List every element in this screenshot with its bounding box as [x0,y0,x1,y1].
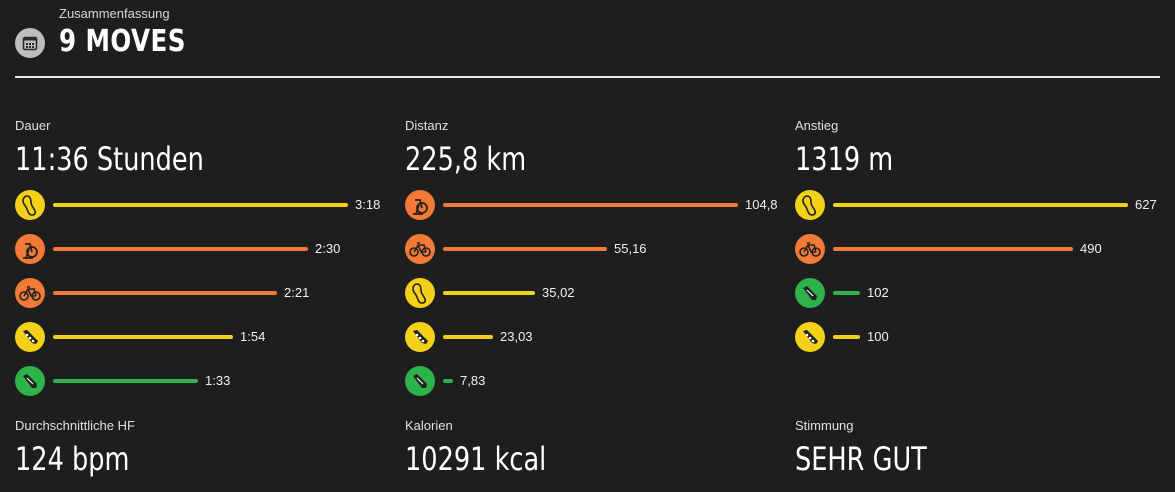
metric-value: 11:36 Stunden [15,140,204,178]
activity-bar [443,203,738,207]
activity-row: 2:21 [15,278,395,308]
walking-shoe-icon [795,190,825,220]
activity-value: 1:54 [240,329,266,344]
activity-bar [833,247,1073,251]
activity-value: 104,8 [745,197,778,212]
activity-value: 35,02 [542,285,575,300]
running-shoe-icon [405,366,435,396]
activity-value: 627 [1135,197,1157,212]
walking-shoe-icon [15,190,45,220]
metric-label: Distanz [405,118,449,133]
activity-bar [443,247,607,251]
indoor-cycling-icon [15,234,45,264]
header-divider [15,76,1160,78]
activity-row: 55,16 [405,234,785,264]
stat-label: Durchschnittliche HF [15,418,135,433]
stat-value: 10291 kcal [405,440,547,478]
activity-row: 627 [795,190,1175,220]
activity-row: 2:30 [15,234,395,264]
trail-running-shoe-icon [405,322,435,352]
activity-row: 490 [795,234,1175,264]
activity-value: 2:30 [315,241,341,256]
activity-value: 2:21 [284,285,310,300]
activity-bar [443,379,453,383]
activity-value: 100 [867,329,889,344]
activity-value: 3:18 [355,197,381,212]
activity-row: 35,02 [405,278,785,308]
activity-row: 23,03 [405,322,785,352]
activity-row: 7,83 [405,366,785,396]
stat-label: Stimmung [795,418,854,433]
activity-bar [833,291,860,295]
trail-running-shoe-icon [15,322,45,352]
activity-bar [443,291,535,295]
calendar-icon [15,28,45,58]
metric-value: 1319 m [795,140,894,178]
activity-bar [53,247,308,251]
bicycle-icon [795,234,825,264]
activity-value: 1:33 [205,373,231,388]
summary-title: 9 MOVES [59,24,186,59]
indoor-cycling-icon [405,190,435,220]
activity-bar [53,335,233,339]
stat-label: Kalorien [405,418,453,433]
running-shoe-icon [795,278,825,308]
walking-shoe-icon [405,278,435,308]
activity-row: 1:54 [15,322,395,352]
trail-running-shoe-icon [795,322,825,352]
activity-value: 102 [867,285,889,300]
activity-bar [833,335,860,339]
activity-value: 490 [1080,241,1102,256]
summary-subtitle: Zusammenfassung [59,6,170,21]
metric-label: Dauer [15,118,51,133]
activity-row: 3:18 [15,190,395,220]
stat-value: SEHR GUT [795,440,927,478]
stat-value: 124 bpm [15,440,130,478]
activity-value: 23,03 [500,329,533,344]
activity-bar [53,203,348,207]
activity-row: 104,8 [405,190,785,220]
activity-bar [833,203,1128,207]
bicycle-icon [405,234,435,264]
activity-value: 55,16 [614,241,647,256]
activity-bar [53,379,198,383]
metric-value: 225,8 km [405,140,527,178]
metric-label: Anstieg [795,118,839,133]
activity-row: 100 [795,322,1175,352]
bicycle-icon [15,278,45,308]
activity-row: 102 [795,278,1175,308]
activity-value: 7,83 [460,373,486,388]
activity-bar [53,291,277,295]
activity-bar [443,335,493,339]
activity-row: 1:33 [15,366,395,396]
running-shoe-icon [15,366,45,396]
